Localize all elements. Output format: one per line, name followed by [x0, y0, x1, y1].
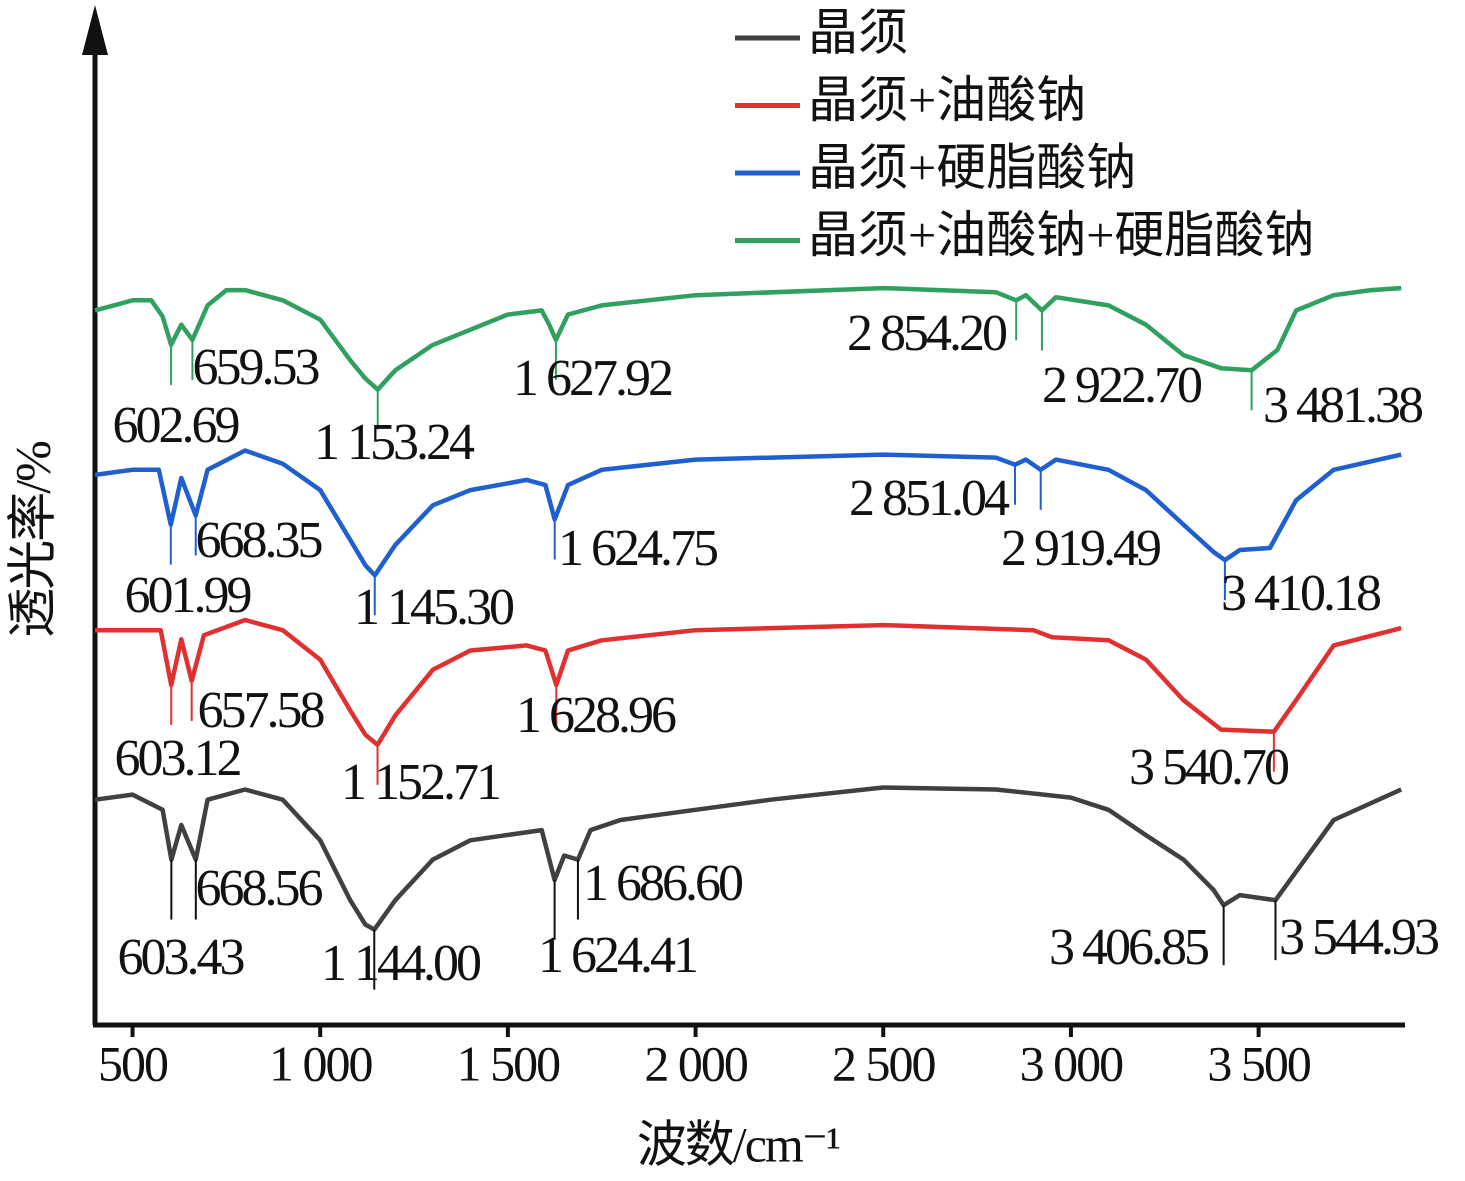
y-axis-arrow — [82, 5, 108, 55]
peak-label: 1 624.75 — [558, 520, 717, 577]
peak-label: 1 624.41 — [538, 927, 696, 984]
peak-label: 602.69 — [113, 397, 239, 454]
spectrum-line — [94, 448, 1402, 578]
peak-label: 668.56 — [196, 860, 323, 917]
peak-label: 1 144.00 — [321, 935, 481, 992]
legend-label: 晶须+硬脂酸钠 — [808, 139, 1136, 195]
peak-label: 3 410.18 — [1221, 565, 1381, 622]
peak-label: 3 540.70 — [1129, 739, 1289, 796]
peak-label: 1 145.30 — [354, 579, 514, 636]
x-tick-label: 1 000 — [269, 1035, 373, 1091]
x-tick-label: 3 500 — [1207, 1035, 1311, 1091]
peak-label: 3 544.93 — [1279, 909, 1438, 966]
y-axis-label: 透光率/% — [4, 442, 60, 638]
peak-label: 2 922.70 — [1042, 357, 1202, 414]
peak-label: 659.53 — [193, 339, 319, 396]
x-axis-label: 波数/cm⁻¹ — [637, 1116, 840, 1172]
peak-label: 2 854.20 — [847, 305, 1007, 362]
legend-label: 晶须+油酸钠+硬脂酸钠 — [808, 207, 1314, 263]
peak-label: 1 686.60 — [583, 855, 743, 912]
x-tick-label: 2 500 — [832, 1035, 936, 1091]
spectrum-line — [95, 617, 1402, 748]
peak-label: 603.43 — [118, 929, 244, 986]
peak-label: 657.58 — [198, 682, 325, 739]
peak-label: 2 851.04 — [849, 470, 1010, 527]
spectrum-line — [94, 785, 1403, 932]
peak-label: 1 627.92 — [513, 350, 672, 407]
x-tick-label: 2 000 — [644, 1035, 748, 1091]
x-tick-label: 1 500 — [457, 1035, 561, 1091]
peak-label: 603.12 — [115, 730, 241, 787]
spectrum-line — [94, 285, 1402, 392]
peak-label: 3 481.38 — [1263, 377, 1423, 434]
peak-label: 2 919.49 — [1001, 520, 1160, 577]
legend-label: 晶须+油酸钠 — [808, 72, 1086, 128]
peak-label: 3 406.85 — [1049, 919, 1208, 976]
peak-label: 601.99 — [125, 567, 251, 624]
peak-label: 1 628.96 — [516, 687, 676, 744]
x-tick-label: 3 000 — [1020, 1035, 1124, 1091]
legend-label: 晶须 — [808, 4, 908, 60]
peak-label: 1 152.71 — [341, 754, 499, 811]
x-tick-label: 500 — [98, 1035, 168, 1091]
peak-label: 1 153.24 — [314, 414, 475, 471]
peak-label: 668.35 — [196, 512, 322, 569]
